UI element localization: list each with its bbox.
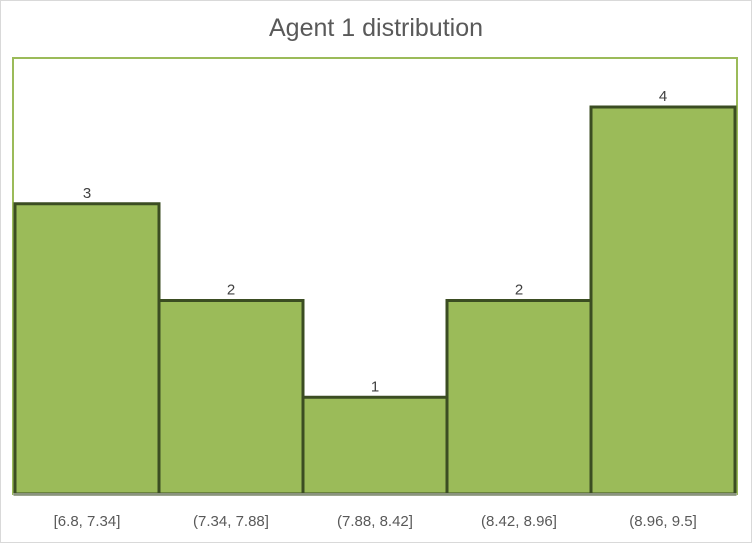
x-tick-label: (8.96, 9.5] (629, 513, 697, 530)
x-tick-label: (7.88, 8.42] (337, 513, 413, 530)
bar-data-label: 2 (515, 282, 523, 299)
bar-data-label: 4 (659, 88, 667, 105)
bar-data-label: 3 (83, 185, 91, 202)
bar (13, 202, 161, 496)
x-tick-label: [6.8, 7.34] (54, 513, 121, 530)
x-tick-label: (8.42, 8.96] (481, 513, 557, 530)
bar (589, 105, 737, 496)
bar-data-label: 1 (371, 378, 379, 395)
chart-title: Agent 1 distribution (268, 14, 484, 42)
bar (157, 299, 305, 496)
data-labels-group: 3 2 1 2 4 (83, 88, 667, 395)
bar-data-label: 2 (227, 282, 235, 299)
x-tick-labels-group: [6.8, 7.34] (7.34, 7.88] (7.88, 8.42] (8.42… (54, 513, 697, 530)
bars-group (13, 105, 737, 496)
bar (445, 299, 593, 496)
bar (301, 395, 449, 496)
x-tick-label: (7.34, 7.88] (193, 513, 269, 530)
